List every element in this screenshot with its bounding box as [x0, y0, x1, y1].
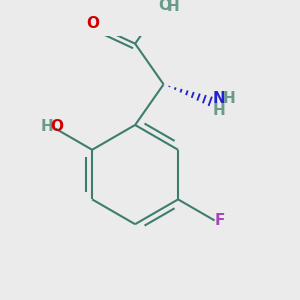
Text: H: H [167, 0, 180, 14]
Text: O: O [158, 0, 171, 13]
Text: N: N [213, 91, 226, 106]
Text: F: F [214, 213, 225, 228]
Text: H: H [40, 119, 53, 134]
Text: H: H [213, 103, 226, 118]
Text: O: O [86, 16, 99, 31]
Text: O: O [50, 119, 63, 134]
Text: H: H [223, 91, 236, 106]
